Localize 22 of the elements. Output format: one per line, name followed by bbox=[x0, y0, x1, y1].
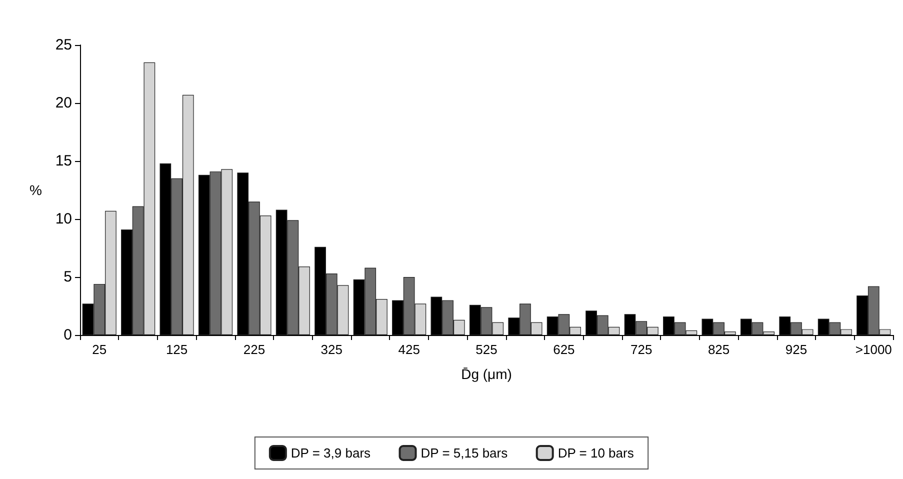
y-axis-title: % bbox=[30, 182, 42, 198]
y-tick-label: 10 bbox=[55, 210, 72, 228]
y-tick-label: 15 bbox=[55, 152, 72, 170]
x-tick-label: 125 bbox=[166, 342, 188, 357]
x-tick-label: >1000 bbox=[855, 342, 892, 357]
legend-label: DP = 3,9 bars bbox=[290, 446, 372, 460]
x-tick-label: 625 bbox=[553, 342, 575, 357]
y-tick-label: 5 bbox=[64, 268, 72, 286]
legend-label: DP = 10 bars bbox=[558, 446, 634, 460]
x-tick-label: 925 bbox=[785, 342, 808, 357]
x-tick-label: 225 bbox=[243, 342, 266, 357]
x-tick-label: 425 bbox=[398, 342, 420, 357]
x-axis-title: D̄g (μm) bbox=[461, 366, 512, 382]
y-tick-label: 0 bbox=[64, 326, 72, 344]
y-tick-label: 25 bbox=[55, 36, 72, 54]
y-tick-label: 20 bbox=[55, 94, 72, 112]
x-tick-label: 825 bbox=[708, 342, 730, 357]
x-tick-label: 325 bbox=[320, 342, 342, 357]
x-tick-label: 25 bbox=[92, 342, 107, 357]
x-tick-label: 525 bbox=[476, 342, 498, 357]
legend-label: DP = 5,15 bars bbox=[420, 446, 508, 460]
x-tick-label: 725 bbox=[630, 342, 652, 357]
